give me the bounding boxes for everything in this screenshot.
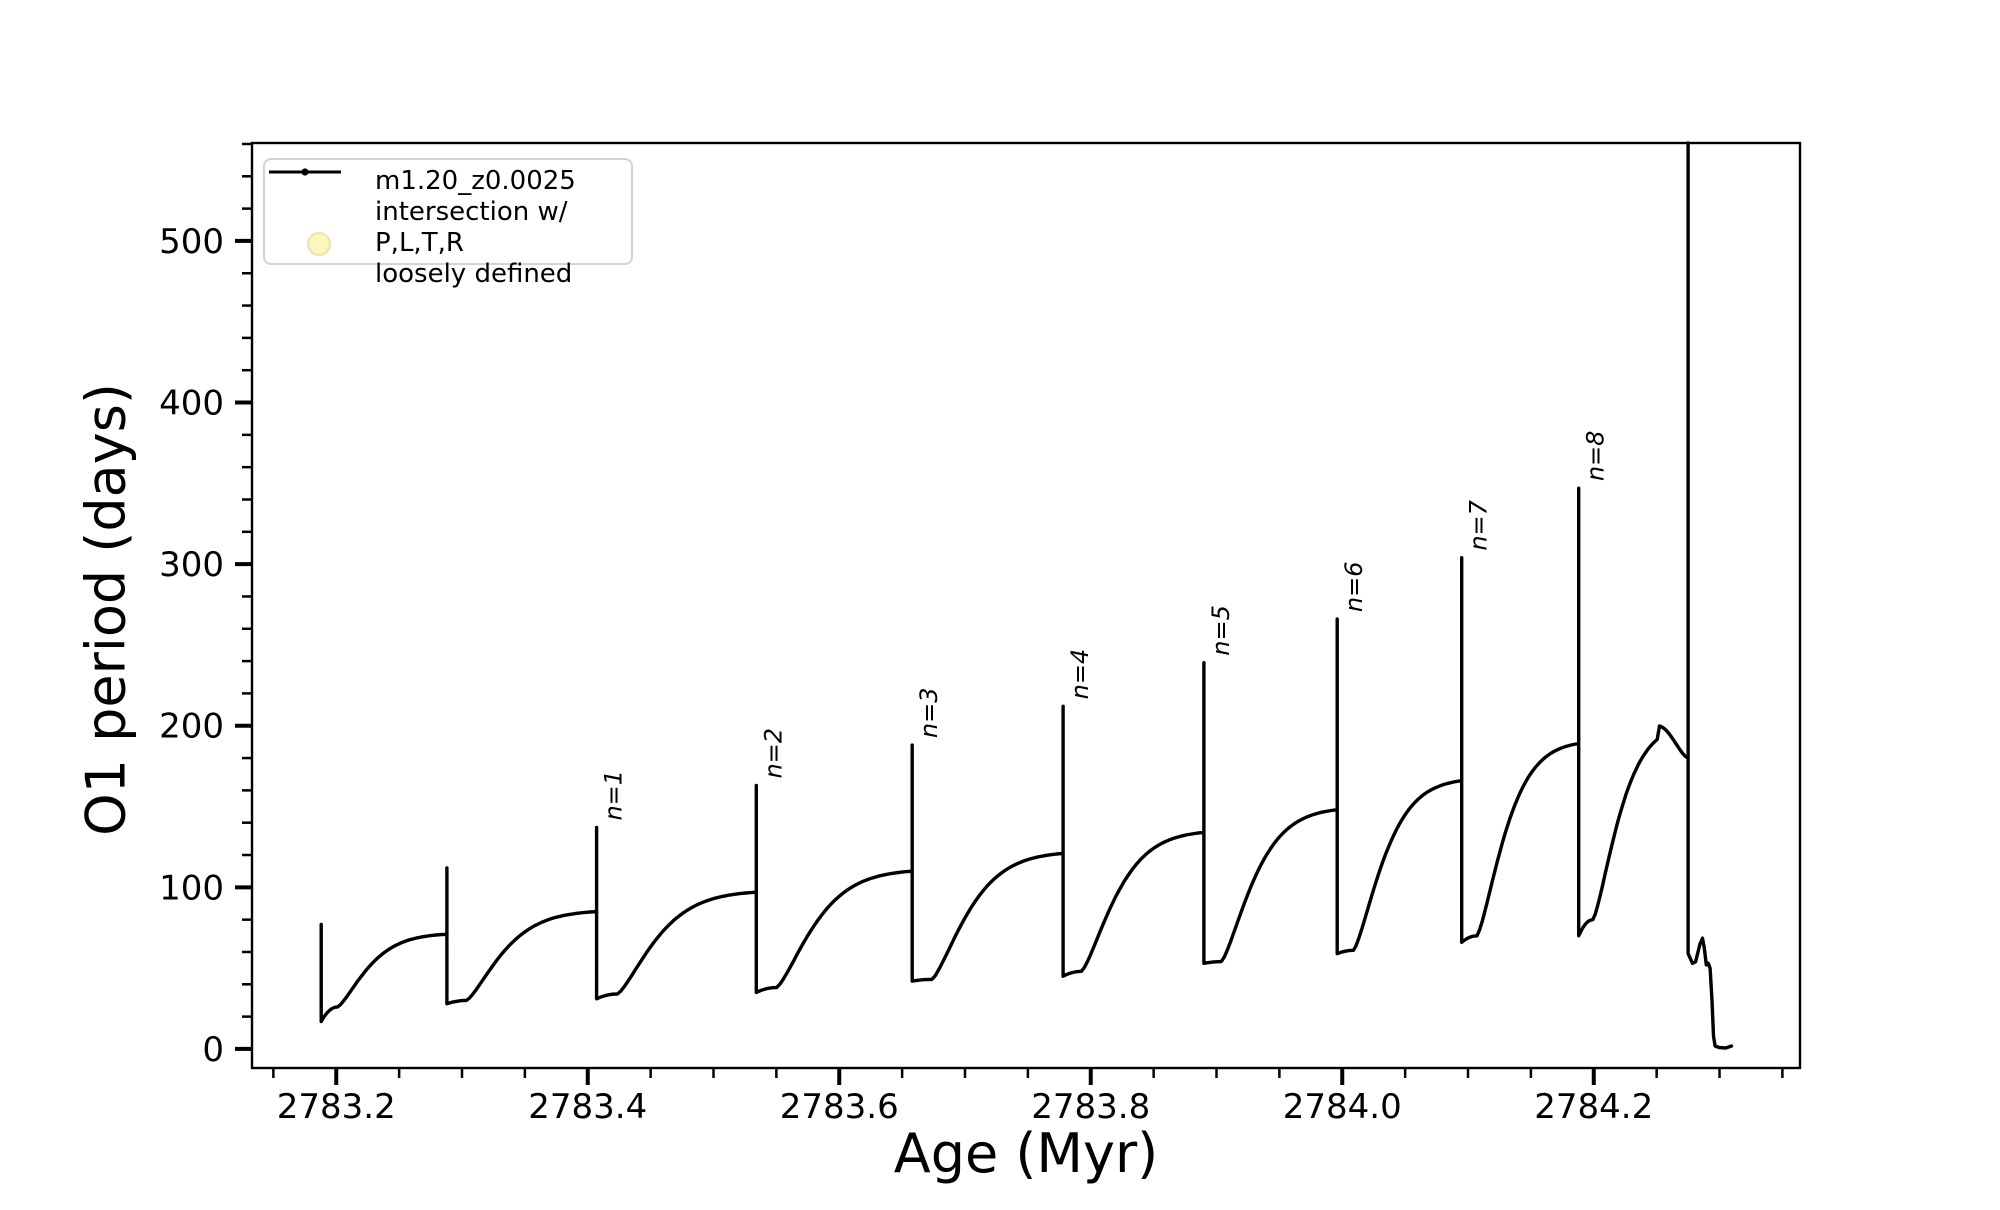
plot-border bbox=[250, 141, 1802, 1070]
y-tick-label: 400 bbox=[159, 384, 224, 424]
y-tick-label: 0 bbox=[202, 1030, 224, 1070]
y-tick-label: 100 bbox=[159, 868, 224, 908]
legend-intersection-marker-icon bbox=[307, 231, 331, 256]
series-line-m1.20_z0.0025 bbox=[319, 141, 1734, 1050]
legend-entry-intersection: intersection w/ P,L,T,R loosely defined bbox=[279, 197, 621, 290]
x-axis-label: Age (Myr) bbox=[893, 1122, 1159, 1185]
legend-series-label: m1.20_z0.0025 bbox=[375, 166, 576, 196]
spike-annotation-n3: n=3 bbox=[915, 688, 943, 739]
x-tick-label: 2783.6 bbox=[780, 1087, 899, 1127]
x-tick-label: 2784.2 bbox=[1534, 1087, 1653, 1127]
legend-entry-series: m1.20_z0.0025 bbox=[269, 166, 621, 197]
spike-annotation-n5: n=5 bbox=[1207, 605, 1235, 656]
x-tick-label: 2784.0 bbox=[1283, 1087, 1402, 1127]
y-tick-label: 300 bbox=[159, 545, 224, 585]
legend: m1.20_z0.0025 intersection w/ P,L,T,R lo… bbox=[263, 158, 633, 289]
x-tick-label: 2783.2 bbox=[277, 1087, 396, 1127]
legend-intersection-label: intersection w/ P,L,T,R loosely defined bbox=[375, 197, 573, 289]
x-tick-label: 2783.8 bbox=[1031, 1087, 1150, 1127]
y-tick-label: 200 bbox=[159, 707, 224, 747]
spike-annotation-n2: n=2 bbox=[759, 728, 787, 779]
x-tick-label: 2783.4 bbox=[528, 1087, 647, 1127]
spike-annotation-n8: n=8 bbox=[1582, 431, 1610, 482]
spike-annotation-n4: n=4 bbox=[1066, 649, 1094, 700]
spike-annotation-n6: n=6 bbox=[1340, 561, 1368, 612]
y-axis-label: O1 period (days) bbox=[74, 383, 138, 836]
y-tick-label: 500 bbox=[159, 222, 224, 262]
legend-dot-marker-icon bbox=[301, 168, 309, 176]
spike-annotation-n7: n=7 bbox=[1465, 499, 1493, 550]
spike-annotation-n1: n=1 bbox=[600, 770, 628, 821]
